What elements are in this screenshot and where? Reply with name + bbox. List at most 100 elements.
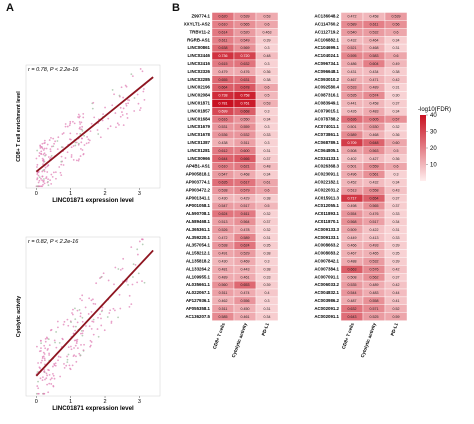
data-point <box>107 117 110 120</box>
left-row-label: AF055358.1 <box>186 306 211 311</box>
data-point <box>107 279 110 282</box>
left-cell-value: 0.556 <box>241 299 250 303</box>
data-point <box>66 125 69 128</box>
right-cell-value: 0.432 <box>348 38 357 42</box>
left-cell-value: 0.53 <box>264 15 271 19</box>
data-point <box>56 140 59 142</box>
right-cell-value: 0.562 <box>370 275 379 279</box>
data-point <box>43 139 46 142</box>
right-column-label: Cytolytic activity <box>360 322 377 358</box>
right-cell-value: 0.34 <box>393 181 400 185</box>
data-point <box>78 158 80 161</box>
data-point <box>52 365 54 368</box>
data-point <box>87 141 90 144</box>
data-point <box>61 133 64 135</box>
left-cell-value: 0.565 <box>241 23 250 27</box>
right-cell-value: 0.554 <box>348 212 357 216</box>
left-row-label: AL359220.1 <box>186 235 211 240</box>
left-cell-value: 0.53 <box>264 102 271 106</box>
data-point <box>125 112 128 115</box>
left-cell-value: 0.443 <box>241 267 250 271</box>
left-row-label: AF127936.1 <box>186 298 211 303</box>
right-cell-value: 0.533 <box>348 86 357 90</box>
right-row-label: AC068789.1 <box>314 140 339 145</box>
data-point <box>43 370 46 373</box>
data-point <box>92 101 95 104</box>
left-row-label: AL035661.1 <box>186 282 211 287</box>
data-point <box>119 269 122 271</box>
data-point <box>37 181 40 184</box>
right-cell-value: 0.35 <box>393 252 400 256</box>
left-cell-value: 0.611 <box>241 212 250 216</box>
left-cell-value: 0.653 <box>241 283 250 287</box>
right-cell-value: 0.489 <box>370 86 379 90</box>
data-point <box>52 374 55 377</box>
data-point <box>74 329 77 332</box>
left-row-label: LINC02084 <box>188 93 211 98</box>
left-cell-value: 0.538 <box>219 244 228 248</box>
right-cell-value: 0.37 <box>393 204 400 208</box>
left-cell-value: 0.35 <box>264 244 271 248</box>
data-point <box>36 149 39 152</box>
right-cell-value: 0.530 <box>370 125 379 129</box>
left-row-label: AL109955.1 <box>186 274 211 279</box>
right-cell-value: 0.5 <box>394 149 399 153</box>
left-cell-value: 0.461 <box>241 275 250 279</box>
data-point <box>81 320 84 323</box>
data-point <box>68 124 71 127</box>
right-cell-value: 0.568 <box>348 220 357 224</box>
data-point <box>50 383 53 385</box>
data-point <box>42 163 44 165</box>
data-point <box>42 169 45 172</box>
right-cell-value: 0.540 <box>348 30 357 34</box>
left-row-label: AL133264.2 <box>186 266 211 271</box>
right-cell-value: 0.431 <box>348 70 357 74</box>
right-cell-value: 0.558 <box>370 188 379 192</box>
data-point <box>81 334 84 337</box>
data-point <box>54 140 57 143</box>
right-cell-value: 0.498 <box>348 204 357 208</box>
data-point <box>75 339 77 342</box>
data-point <box>50 154 53 157</box>
data-point <box>53 142 55 145</box>
data-point <box>81 130 84 132</box>
left-row-label: AL590708.1 <box>186 211 211 216</box>
left-cell-value: 0.511 <box>219 291 228 295</box>
right-row-label: AC011893.1 <box>315 211 340 216</box>
data-point <box>57 359 59 362</box>
data-point <box>70 345 72 348</box>
data-point <box>48 354 51 356</box>
left-cell-value: 0.585 <box>219 315 228 319</box>
right-cell-value: 0.31 <box>393 46 400 50</box>
right-cell-value: 0.449 <box>348 236 357 240</box>
right-row-label: AC093010.2 <box>314 77 339 82</box>
right-cell-value: 0.483 <box>370 291 379 295</box>
left-cell-value: 0.6 <box>265 23 270 27</box>
data-point <box>43 178 45 180</box>
data-point <box>45 177 47 180</box>
data-point <box>38 185 41 188</box>
left-cell-value: 0.589 <box>241 236 250 240</box>
data-point <box>97 133 100 135</box>
data-point <box>62 323 65 326</box>
left-row-label: LINC01679 <box>188 124 211 129</box>
left-row-label: LINC01281 <box>188 148 211 153</box>
right-cell-value: 0.508 <box>348 149 357 153</box>
data-point <box>38 176 41 179</box>
data-point <box>74 325 77 328</box>
data-point <box>47 368 50 371</box>
data-point <box>75 355 77 358</box>
data-point <box>48 344 51 347</box>
right-cell-value: 0.595 <box>348 54 357 58</box>
right-row-label: AC106882.1 <box>314 37 339 42</box>
left-cell-value: 0.539 <box>241 15 250 19</box>
data-point <box>75 360 78 363</box>
data-point <box>81 316 84 319</box>
data-point <box>56 148 59 151</box>
left-cell-value: 0.511 <box>219 307 228 311</box>
data-point <box>44 340 47 343</box>
left-cell-value: 0.547 <box>219 204 228 208</box>
right-row-label: AC002091.2 <box>314 306 339 311</box>
data-point <box>96 328 99 330</box>
